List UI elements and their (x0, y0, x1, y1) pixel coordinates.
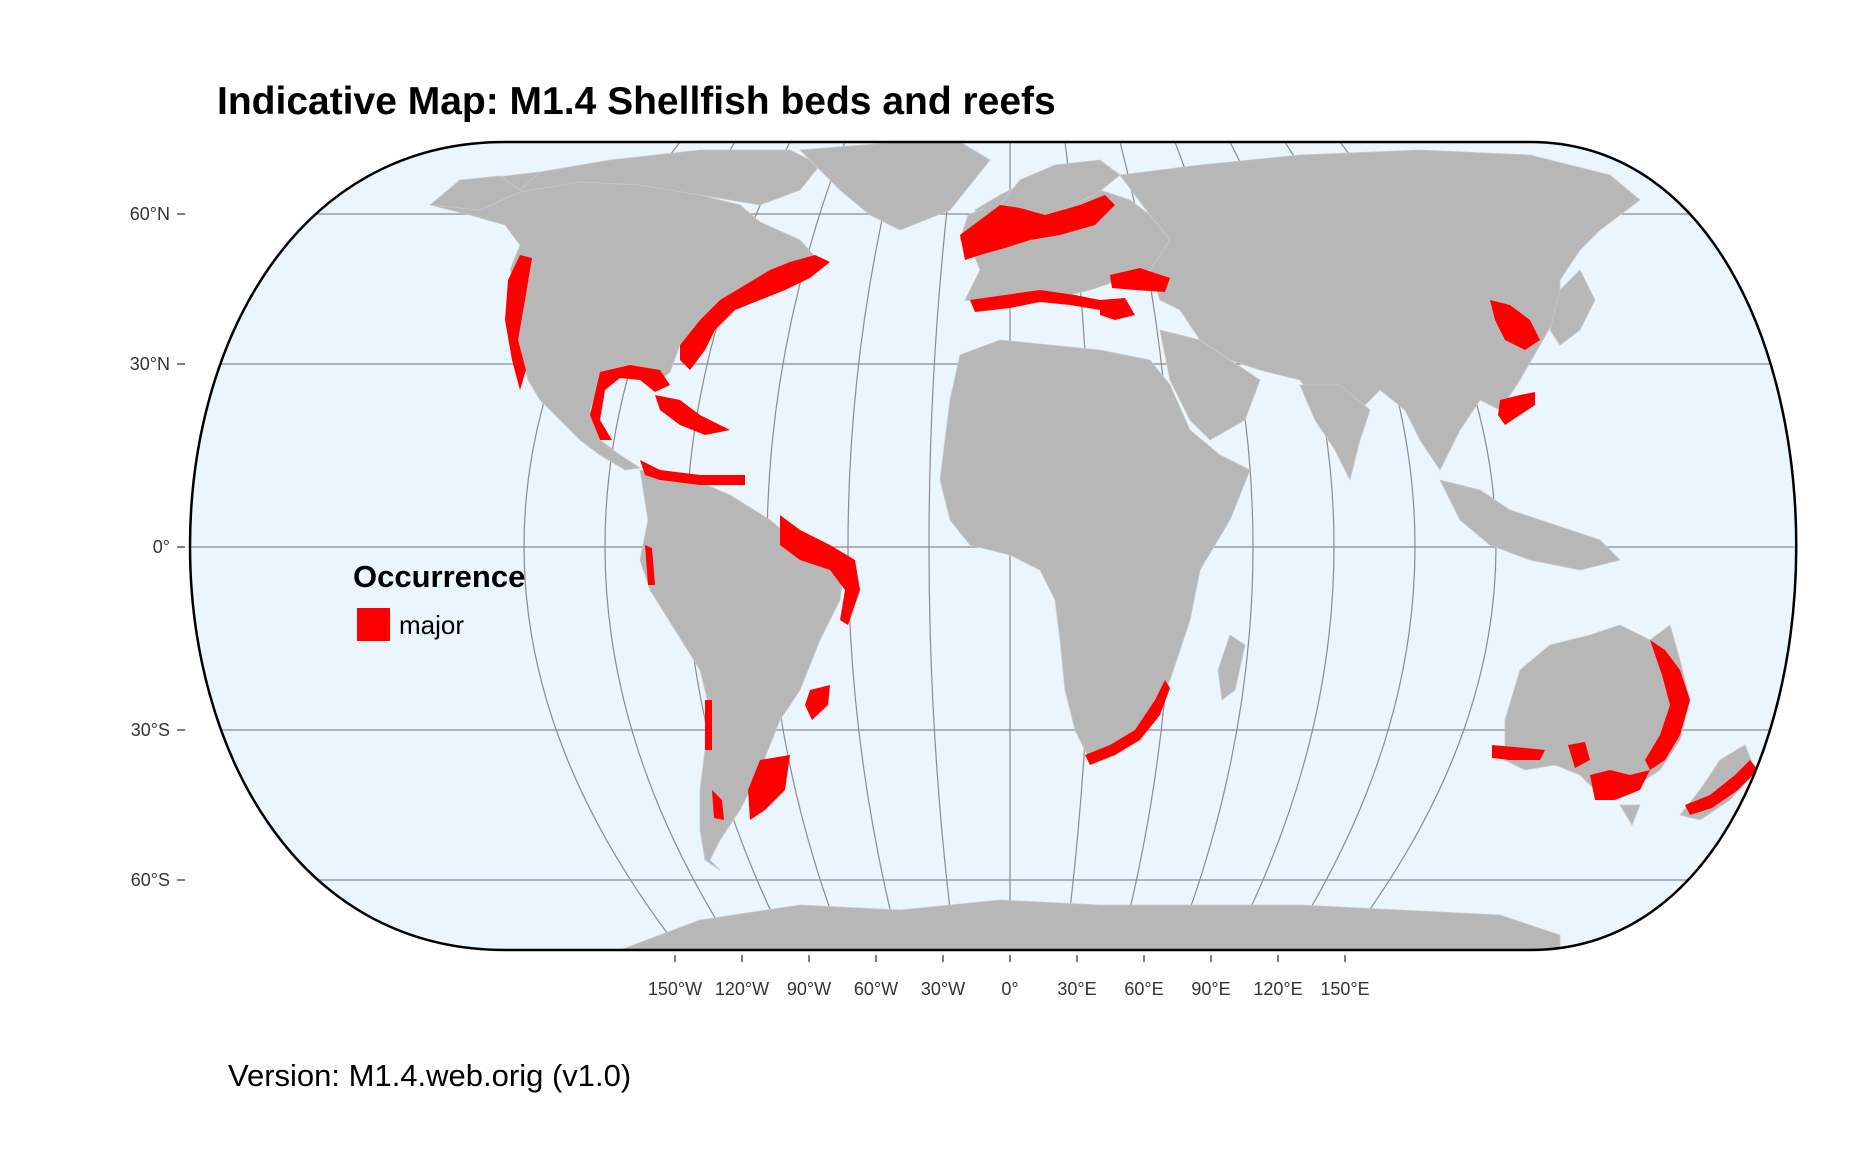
occurrence-china-north (1490, 300, 1540, 350)
occurrence-south-africa (1085, 680, 1170, 765)
occurrence-spencer-gulf (1568, 742, 1590, 768)
longitude-label: 150°W (648, 979, 702, 999)
longitude-label: 120°E (1253, 979, 1302, 999)
occurrence-caribbean (655, 395, 730, 435)
occurrence-turkey (1100, 298, 1135, 320)
occurrence-china-south (1498, 392, 1535, 425)
legend-label-major: major (399, 610, 464, 640)
legend-swatch-major (357, 608, 390, 641)
occurrence-australia-south (1492, 745, 1545, 760)
longitude-label: 60°W (854, 979, 898, 999)
greenland (799, 142, 991, 231)
occurrence-argentina (748, 755, 790, 820)
occurrence-brazil-north (780, 515, 860, 625)
map-title: Indicative Map: M1.4 Shellfish beds and … (217, 80, 1056, 123)
version-caption: Version: M1.4.web.orig (v1.0) (228, 1058, 632, 1093)
occurrence-patagonia (712, 790, 724, 820)
occurrence-australia-east (1645, 640, 1690, 770)
latitude-ticks (177, 213, 185, 881)
latitude-label: 30°N (130, 354, 170, 374)
longitude-label: 90°E (1191, 979, 1230, 999)
southeast-asia-islands (1439, 479, 1621, 571)
occurrence-central-america (640, 460, 745, 485)
longitude-label: 0° (1001, 979, 1018, 999)
occurrence-brazil-south (805, 685, 830, 720)
latitude-label: 30°S (131, 720, 170, 740)
longitude-label: 30°E (1057, 979, 1096, 999)
latitude-labels: 60°N 30°N 0° 30°S 60°S (130, 204, 170, 890)
longitude-label: 60°E (1124, 979, 1163, 999)
india (1299, 384, 1371, 482)
legend: Occurrence major (353, 559, 525, 641)
longitude-ticks (674, 955, 1346, 962)
longitude-label: 120°W (715, 979, 769, 999)
occurrence-australia-southeast (1590, 770, 1650, 800)
arabian-peninsula (1159, 329, 1261, 441)
longitude-label: 150°E (1320, 979, 1369, 999)
occurrence-black-sea (1110, 268, 1170, 292)
occurrence-new-zealand (1685, 760, 1758, 815)
japan (1549, 269, 1596, 346)
occurrence-us-west-coast (505, 255, 532, 390)
occurrence-peru (645, 545, 655, 585)
madagascar (1217, 634, 1246, 701)
latitude-label: 0° (153, 537, 170, 557)
tasmania (1619, 804, 1641, 826)
longitude-label: 30°W (921, 979, 965, 999)
longitude-labels: 150°W 120°W 90°W 60°W 30°W 0° 30°E 60°E … (648, 979, 1370, 999)
occurrence-us-east-coast (680, 255, 830, 370)
land-masses (428, 142, 1756, 950)
australia (1504, 624, 1691, 796)
asia (1119, 149, 1641, 471)
occurrence-chile (705, 700, 712, 750)
occurrence-major-regions (505, 195, 1758, 820)
occurrence-north-europe (960, 195, 1115, 260)
longitude-label: 90°W (787, 979, 831, 999)
latitude-label: 60°S (131, 870, 170, 890)
occurrence-gulf-of-mexico (590, 365, 670, 440)
antarctica (619, 899, 1561, 950)
legend-title: Occurrence (353, 559, 525, 594)
latitude-label: 60°N (130, 204, 170, 224)
map-frame (188, 140, 1798, 952)
occurrence-mediterranean (970, 290, 1100, 312)
